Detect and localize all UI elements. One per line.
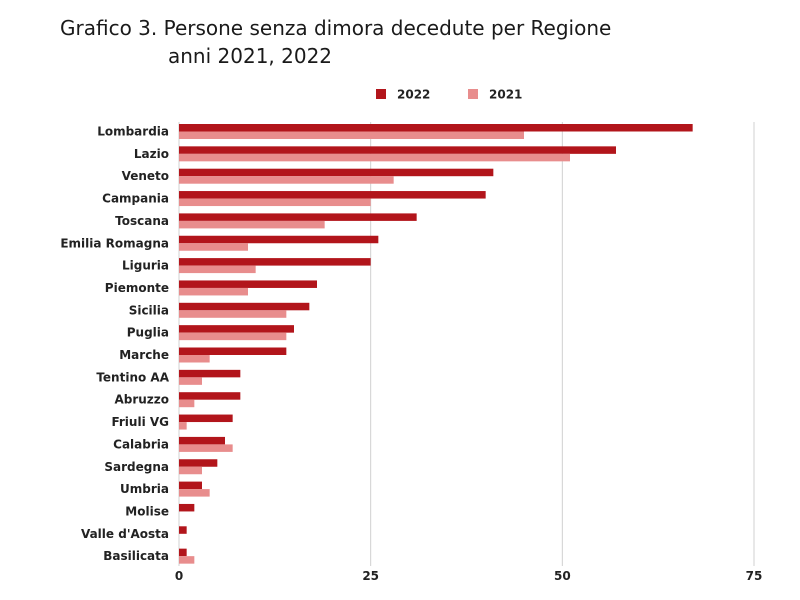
x-tick-label: 0 <box>175 569 183 583</box>
bar-2021 <box>179 243 248 251</box>
bar-2022 <box>179 347 287 355</box>
chart-title-line2: anni 2021, 2022 <box>168 44 333 68</box>
bar-2022 <box>179 168 494 177</box>
category-label: Basilicata <box>103 549 169 563</box>
bar-2021 <box>179 220 325 229</box>
bar-2022 <box>179 481 202 490</box>
bar-2021 <box>179 176 394 184</box>
bar-2021 <box>179 131 524 139</box>
bar-2022 <box>179 235 379 244</box>
category-label: Molise <box>125 504 169 518</box>
bar-2021 <box>179 422 187 430</box>
category-label: Marche <box>119 348 169 362</box>
bar-2022 <box>179 191 486 199</box>
x-tick-label: 75 <box>746 569 763 583</box>
x-tick-label: 25 <box>362 569 379 583</box>
bar-2021 <box>179 153 570 162</box>
bar-2022 <box>179 258 371 266</box>
category-label: Sicilia <box>129 303 169 317</box>
category-label: Emilia Romagna <box>60 236 169 250</box>
bar-2022 <box>179 280 317 288</box>
category-label: Friuli VG <box>111 415 169 429</box>
bar-2021 <box>179 265 256 274</box>
bar-2022 <box>179 392 241 400</box>
category-label: Veneto <box>122 169 169 183</box>
bar-2022 <box>179 369 241 378</box>
bar-2021 <box>179 399 195 408</box>
category-label: Campania <box>102 192 169 206</box>
bar-2022 <box>179 414 233 423</box>
bar-2021 <box>179 198 371 207</box>
category-label: Abruzzo <box>114 393 169 407</box>
category-label: Puglia <box>127 326 169 340</box>
legend-swatch-2022 <box>376 89 386 99</box>
legend-label-2022: 2022 <box>397 88 430 102</box>
legend-label-2021: 2021 <box>489 88 522 102</box>
bar-2022 <box>179 503 195 512</box>
category-label: Toscana <box>115 214 169 228</box>
bar-2022 <box>179 526 187 534</box>
bar-2022 <box>179 213 417 221</box>
bar-2022 <box>179 124 693 132</box>
x-tick-label: 50 <box>554 569 571 583</box>
bar-2021 <box>179 489 210 497</box>
bar-2021 <box>179 377 202 385</box>
bar-2022 <box>179 146 616 154</box>
bar-2021 <box>179 287 248 296</box>
bar-2022 <box>179 459 218 467</box>
category-label: Liguria <box>122 259 169 273</box>
bar-2022 <box>179 325 294 333</box>
bar-2022 <box>179 436 225 445</box>
category-label: Tentino AA <box>96 370 169 384</box>
category-label: Lombardia <box>97 125 169 139</box>
chart-title-line1: Grafico 3. Persone senza dimora decedute… <box>60 16 612 40</box>
bar-2021 <box>179 466 202 475</box>
chart-title: Grafico 3. Persone senza dimora decedute… <box>60 14 611 70</box>
category-label: Sardegna <box>104 460 169 474</box>
category-label: Lazio <box>134 147 169 161</box>
category-label: Umbria <box>120 482 169 496</box>
bar-2021 <box>179 556 195 564</box>
bar-2022 <box>179 302 310 311</box>
bar-2021 <box>179 332 287 341</box>
category-label: Calabria <box>113 437 169 451</box>
bar-2021 <box>179 310 287 318</box>
category-label: Valle d'Aosta <box>81 527 169 541</box>
bar-2021 <box>179 355 210 363</box>
bar-2022 <box>179 548 187 557</box>
bar-2021 <box>179 444 233 452</box>
legend-swatch-2021 <box>468 89 478 99</box>
category-label: Piemonte <box>105 281 169 295</box>
